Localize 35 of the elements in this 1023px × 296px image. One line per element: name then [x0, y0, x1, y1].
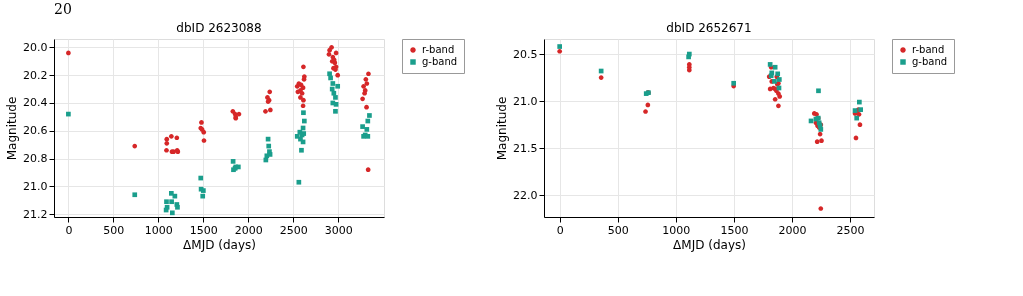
y-axis-title: Magnitude [5, 96, 20, 161]
x-tick-label: 2000 [778, 223, 807, 237]
y-tick-label: 21.5 [513, 141, 538, 155]
y-axis-title: Magnitude [495, 96, 510, 161]
y-tick-label: 21.0 [23, 179, 48, 193]
x-axis-title: ΔMJD (days) [183, 237, 256, 252]
y-tick-label: 20.5 [513, 47, 538, 61]
legend-label: r-band [912, 44, 945, 55]
x-tick-label: 500 [607, 223, 629, 237]
x-tick-label: 500 [103, 223, 125, 237]
y-tick-label: 20.0 [23, 40, 48, 54]
x-tick-label: 1500 [189, 223, 218, 237]
y-tick-label: 21.2 [23, 207, 48, 221]
x-tick-label: 0 [556, 223, 564, 237]
chart-title: dbID 2652671 [666, 20, 752, 35]
x-tick-label: 0 [65, 223, 73, 237]
x-tick-label: 3000 [324, 223, 353, 237]
legend-label: g-band [422, 56, 458, 67]
legend-label: r-band [422, 44, 455, 55]
x-tick-label: 2500 [836, 223, 865, 237]
chart-title: dbID 2623088 [176, 20, 262, 35]
x-tick-label: 1000 [662, 223, 691, 237]
x-tick-label: 2000 [234, 223, 263, 237]
y-tick-label: 20.2 [23, 68, 48, 82]
x-axis-title: ΔMJD (days) [673, 237, 746, 252]
legend-label: g-band [912, 56, 948, 67]
y-tick-label: 21.0 [513, 94, 538, 108]
y-tick-label: 22.0 [513, 188, 538, 202]
text: 20 [54, 1, 72, 17]
y-tick-label: 20.4 [23, 96, 48, 110]
x-tick-label: 1000 [144, 223, 173, 237]
y-tick-label: 20.8 [23, 152, 48, 166]
x-tick-label: 1500 [720, 223, 749, 237]
x-tick-label: 2500 [279, 223, 308, 237]
y-tick-label: 20.6 [23, 124, 48, 138]
